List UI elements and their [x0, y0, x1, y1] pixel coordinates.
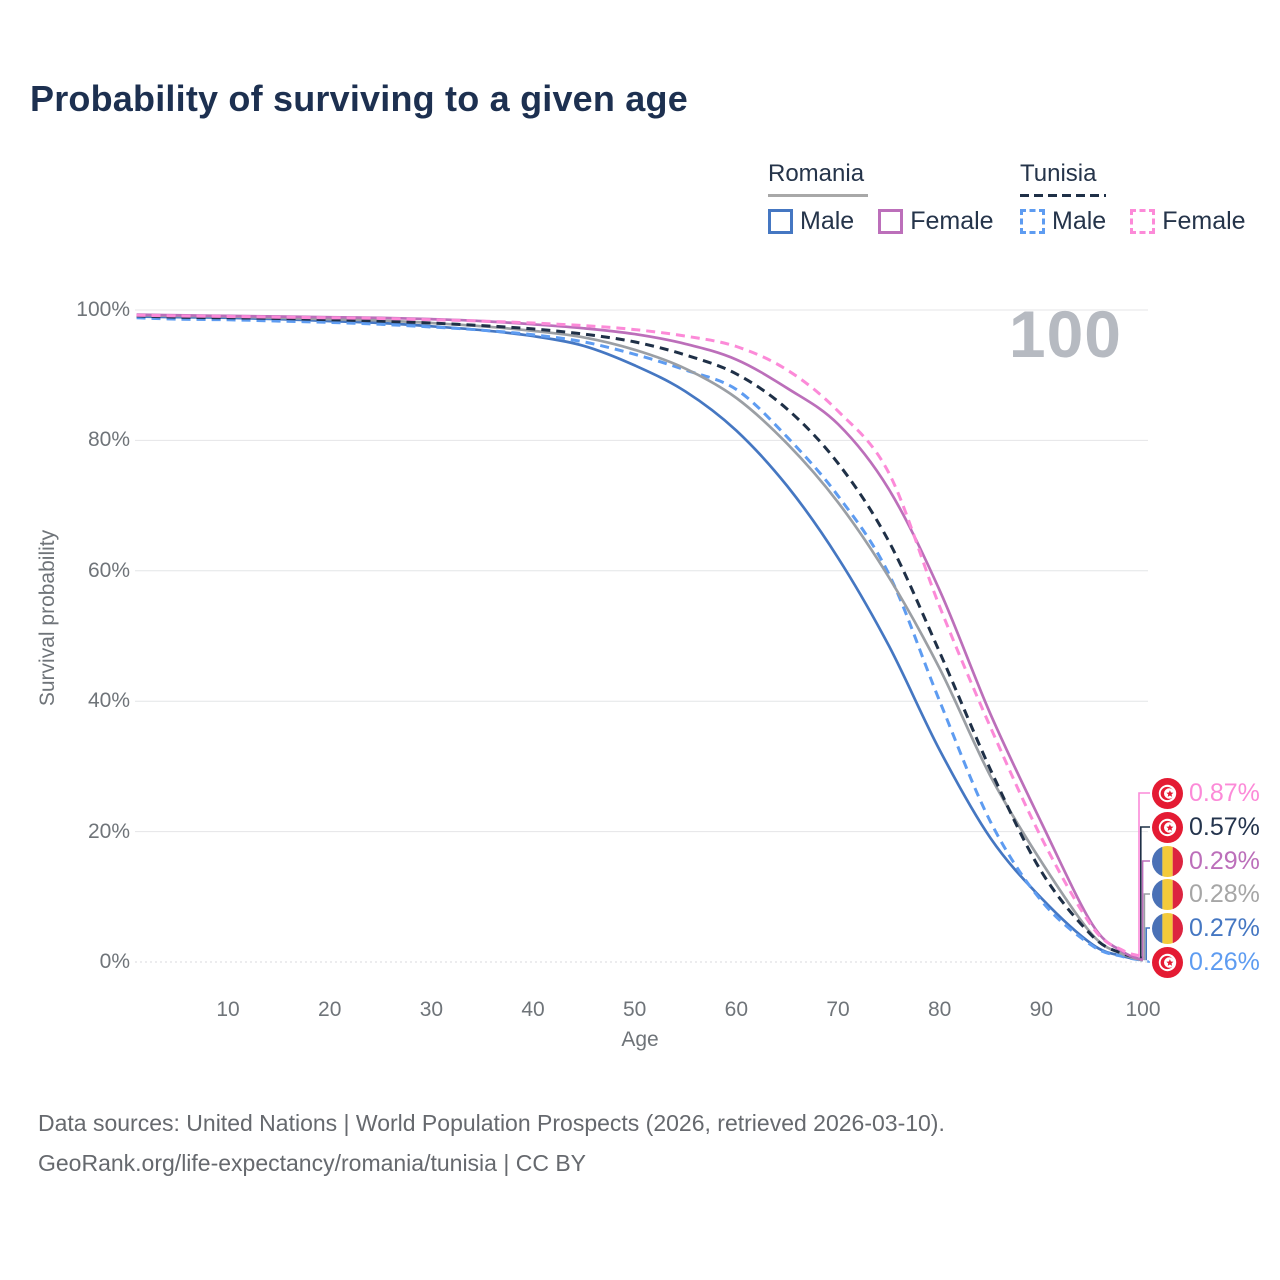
end-label-tunisia-male: 0.26% [1152, 946, 1260, 978]
series-line-tunisia-female [136, 313, 1144, 958]
y-tick-label: 100% [76, 298, 130, 321]
romania-male-swatch-icon [768, 209, 793, 234]
x-tick-label: 40 [521, 998, 545, 1021]
series-line-tunisia-total [136, 314, 1144, 960]
label-connector [1147, 960, 1150, 963]
label-connector [1141, 860, 1150, 961]
x-tick-label: 50 [623, 998, 647, 1021]
tunisia-flag-icon [1152, 811, 1183, 843]
legend-group-romania: Romania Male Female [768, 160, 994, 236]
label-connector [1143, 893, 1150, 961]
y-tick-label: 80% [87, 428, 130, 452]
attribution-note: GeoRank.org/life-expectancy/romania/tuni… [38, 1150, 587, 1176]
x-tick-label: 20 [318, 998, 342, 1021]
legend-item-label: Female [910, 207, 994, 235]
age-watermark: 100 [1008, 297, 1122, 371]
tunisia-line-sample [1020, 194, 1106, 197]
x-tick-label: 10 [216, 998, 240, 1021]
series-line-romania-total [136, 313, 1144, 962]
romania-flag-icon [1152, 845, 1183, 877]
tunisia-male-swatch-icon [1020, 209, 1045, 234]
x-axis-title: Age [621, 1028, 659, 1051]
romania-line-sample [768, 194, 868, 197]
legend-item-romania-male[interactable]: Male [768, 207, 854, 236]
legend-item-romania-female[interactable]: Female [878, 207, 994, 236]
x-tick-label: 60 [724, 998, 749, 1021]
label-connector [1145, 927, 1150, 961]
end-label-value: 0.29% [1189, 846, 1260, 875]
end-label-value: 0.87% [1189, 778, 1260, 807]
x-tick-label: 30 [419, 998, 444, 1021]
legend-item-label: Female [1162, 207, 1246, 235]
y-tick-label: 0% [99, 950, 130, 973]
end-label-value: 0.26% [1189, 947, 1260, 976]
end-label-romania-male: 0.27% [1152, 912, 1260, 944]
legend-item-label: Male [800, 207, 855, 235]
label-connector [1140, 826, 1150, 959]
legend-group-tunisia: Tunisia Male Female [1020, 160, 1246, 236]
legend-item-label: Male [1052, 207, 1107, 235]
x-tick-label: 90 [1029, 998, 1053, 1021]
label-connector [1138, 792, 1150, 957]
romania-flag-icon [1152, 878, 1183, 910]
series-line-romania-female [136, 313, 1144, 962]
y-tick-label: 60% [87, 558, 130, 582]
series-line-romania-male [136, 315, 1144, 962]
legend-group-name-romania: Romania [768, 160, 865, 187]
y-tick-label: 20% [87, 819, 130, 843]
end-label-value: 0.57% [1189, 812, 1260, 841]
chart-title: Probability of surviving to a given age [30, 78, 688, 119]
tunisia-flag-icon [1152, 946, 1183, 978]
data-source-note: Data sources: United Nations | World Pop… [38, 1110, 945, 1136]
x-tick-label: 70 [826, 998, 850, 1021]
legend-item-tunisia-female[interactable]: Female [1130, 207, 1246, 236]
legend-group-name-tunisia: Tunisia [1020, 160, 1097, 187]
romania-flag-icon [1152, 912, 1183, 944]
x-tick-label: 80 [927, 998, 952, 1021]
end-label-romania-female: 0.29% [1152, 845, 1260, 877]
end-label-value: 0.27% [1189, 913, 1260, 942]
legend-item-tunisia-male[interactable]: Male [1020, 207, 1106, 236]
end-label-tunisia-total: 0.57% [1152, 811, 1260, 843]
tunisia-flag-icon [1152, 777, 1183, 809]
end-label-tunisia-female: 0.87% [1152, 777, 1260, 809]
end-label-value: 0.28% [1189, 879, 1260, 908]
x-tick-label: 100 [1125, 998, 1161, 1021]
y-tick-label: 40% [87, 689, 130, 713]
y-axis-title: Survival probability [36, 529, 59, 707]
end-label-romania-total: 0.28% [1152, 878, 1260, 910]
tunisia-female-swatch-icon [1130, 209, 1156, 234]
series-line-tunisia-male [136, 316, 1144, 962]
romania-female-swatch-icon [878, 209, 904, 234]
